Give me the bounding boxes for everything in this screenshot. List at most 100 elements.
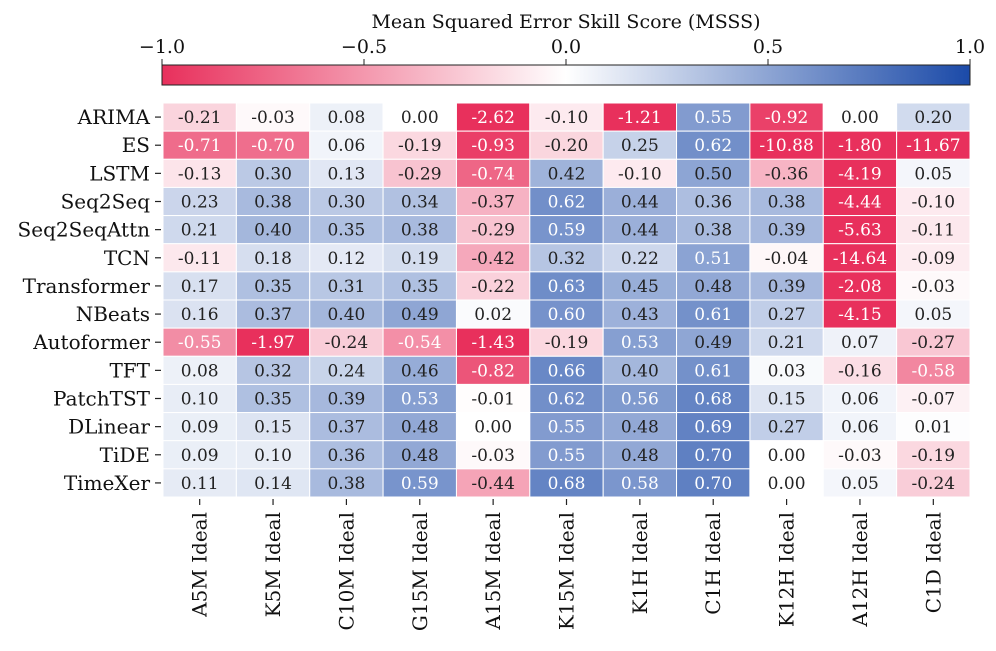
cell-value-label: 0.10 <box>181 390 219 410</box>
column-label: C1D Ideal <box>921 512 945 613</box>
cell-value-label: 0.62 <box>548 193 586 213</box>
cell-value-label: -0.20 <box>545 136 589 156</box>
cell-value-label: 0.70 <box>694 474 732 494</box>
row-label: ARIMA <box>77 105 151 129</box>
cell-value-label: 0.38 <box>254 193 292 213</box>
cell-value-label: 0.45 <box>621 277 659 297</box>
heatmap-cell <box>235 468 311 498</box>
cell-value-label: 0.40 <box>621 361 659 381</box>
colorbar-tick-labels: −1.0 −0.5 0.0 0.5 1.0 <box>139 36 985 65</box>
column-label: A12H Ideal <box>848 512 872 628</box>
cell-value-label: -0.19 <box>398 136 442 156</box>
row-label: Autoformer <box>32 330 150 354</box>
colorbar-tick-label: −1.0 <box>139 36 185 58</box>
heatmap-cell <box>822 271 898 301</box>
cell-value-label: -0.93 <box>471 136 515 156</box>
heatmap-cell <box>455 102 531 132</box>
cell-value-label: -0.29 <box>471 221 515 241</box>
cell-value-label: -0.37 <box>471 193 515 213</box>
heatmap-cell <box>382 412 457 442</box>
cell-value-label: 0.00 <box>768 446 806 466</box>
cell-value-label: -0.55 <box>178 333 222 353</box>
row-labels: ARIMA ES LSTM Seq2Seq Seq2SeqAttn TCN Transfor… <box>18 105 161 495</box>
heatmap-cell <box>602 412 678 442</box>
cell-value-label: -0.24 <box>325 333 369 353</box>
row-label: PatchTST <box>53 387 151 411</box>
heatmap-cell <box>529 412 604 442</box>
cell-value-label: -5.63 <box>838 221 882 241</box>
heatmap-cell <box>602 299 678 329</box>
cell-value-label: 0.18 <box>254 249 292 269</box>
colorbar-title: Mean Squared Error Skill Score (MSSS) <box>371 11 760 33</box>
row-label: Transformer <box>23 274 151 298</box>
heatmap-cell <box>896 468 971 498</box>
heatmap-cell <box>455 412 531 442</box>
heatmap-cell <box>602 158 678 188</box>
cell-value-label: 0.35 <box>254 277 292 297</box>
cell-value-label: 0.48 <box>621 418 659 438</box>
cell-value-label: 0.51 <box>694 249 732 269</box>
heatmap-cell <box>382 468 457 498</box>
cell-value-label: 0.39 <box>768 277 806 297</box>
cell-value-label: 0.12 <box>327 249 365 269</box>
cell-value-label: 0.15 <box>254 418 292 438</box>
heatmap-cell <box>749 299 824 329</box>
heatmap-cell <box>676 468 751 498</box>
cell-value-label: 0.05 <box>841 474 879 494</box>
cell-value-label: -0.03 <box>471 446 515 466</box>
cell-value-label: 0.49 <box>694 333 732 353</box>
heatmap-cell <box>896 440 971 470</box>
cell-value-label: 0.35 <box>327 221 365 241</box>
cell-value-label: 0.31 <box>327 277 365 297</box>
heatmap-cell <box>896 412 971 442</box>
colorbar-tick-label: 0.5 <box>753 36 783 58</box>
heatmap-cell <box>749 383 824 414</box>
cell-value-label: 0.25 <box>621 136 659 156</box>
cell-value-label: 0.06 <box>841 418 879 438</box>
cell-value-label: 0.32 <box>254 361 292 381</box>
row-label: DLinear <box>68 415 150 439</box>
heatmap-cell <box>676 186 751 217</box>
cell-value-label: -0.24 <box>912 474 956 494</box>
column-labels: A5M Ideal K5M Ideal C10M Ideal G15M Ideal A1… <box>188 499 945 631</box>
heatmap-cell <box>529 130 604 160</box>
heatmap-cell <box>162 102 237 132</box>
heatmap-cell <box>822 355 898 385</box>
cell-value-label: 0.63 <box>548 277 586 297</box>
heatmap-cell <box>455 130 531 160</box>
heatmap-cell <box>382 158 457 188</box>
cell-value-label: 0.37 <box>327 418 365 438</box>
cell-value-label: 0.07 <box>841 333 879 353</box>
cell-value-label: -0.13 <box>178 164 222 184</box>
cell-value-label: 0.60 <box>548 305 586 325</box>
heatmap-cell <box>822 130 898 160</box>
cell-value-label: 0.38 <box>327 474 365 494</box>
cell-value-label: -0.21 <box>178 108 222 128</box>
cell-value-label: 0.55 <box>548 446 586 466</box>
cell-value-label: 0.06 <box>327 136 365 156</box>
colorbar-tick-label: 0.0 <box>551 36 581 58</box>
cell-value-label: -0.10 <box>912 193 956 213</box>
cell-value-label: 0.69 <box>694 418 732 438</box>
cell-value-label: 0.00 <box>768 474 806 494</box>
cell-value-label: -0.03 <box>251 108 295 128</box>
column-label: K12H Ideal <box>775 512 799 627</box>
cell-value-label: 0.40 <box>254 221 292 241</box>
cell-value-label: 0.59 <box>401 474 439 494</box>
row-label: ES <box>122 133 150 157</box>
cell-value-label: 0.37 <box>254 305 292 325</box>
heatmap-cell <box>896 355 971 385</box>
cell-value-label: 0.44 <box>621 193 659 213</box>
cell-value-label: -0.19 <box>545 333 589 353</box>
heatmap-cell <box>529 468 604 498</box>
heatmap-cell <box>309 271 384 301</box>
column-label: K5M Ideal <box>261 512 285 617</box>
heatmap-cell <box>896 102 971 132</box>
heatmap-cell <box>455 215 531 245</box>
heatmap-cell <box>529 271 604 301</box>
heatmap-cell <box>676 383 751 414</box>
cell-value-label: -0.27 <box>912 333 956 353</box>
cell-value-label: 0.13 <box>327 164 365 184</box>
column-label: G15M Ideal <box>408 512 432 631</box>
cell-value-label: 0.66 <box>548 361 586 381</box>
